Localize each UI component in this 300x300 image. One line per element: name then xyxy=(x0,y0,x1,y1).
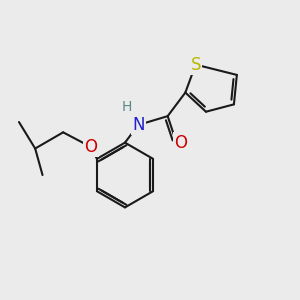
Text: H: H xyxy=(121,100,132,114)
Text: N: N xyxy=(132,116,145,134)
Text: O: O xyxy=(174,134,188,152)
Text: O: O xyxy=(85,138,98,156)
Text: S: S xyxy=(190,56,201,74)
